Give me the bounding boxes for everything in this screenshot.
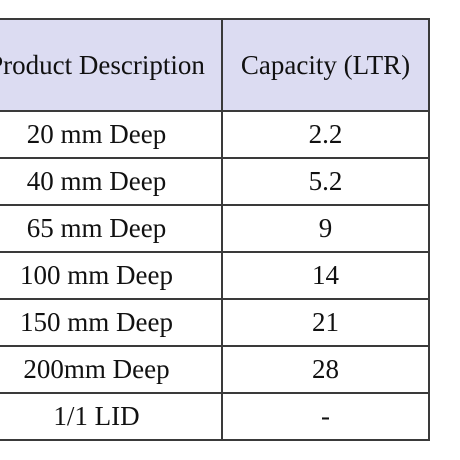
capacity-cell: 9 xyxy=(221,204,430,253)
description-cell: 20 mm Deep xyxy=(0,110,223,159)
header-row: Product Description Capacity (LTR) xyxy=(0,18,430,112)
description-cell: 40 mm Deep xyxy=(0,157,223,206)
capacity-cell: 2.2 xyxy=(221,110,430,159)
description-cell: 100 mm Deep xyxy=(0,251,223,300)
table-row: 200mm Deep 28 xyxy=(0,345,430,394)
capacity-cell: 5.2 xyxy=(221,157,430,206)
table-row: 150 mm Deep 21 xyxy=(0,298,430,347)
table-row: 100 mm Deep 14 xyxy=(0,251,430,300)
capacity-table: Product Description Capacity (LTR) 20 mm… xyxy=(0,18,430,441)
table-row: 20 mm Deep 2.2 xyxy=(0,110,430,159)
table-row: 1/1 LID - xyxy=(0,392,430,441)
description-cell: 150 mm Deep xyxy=(0,298,223,347)
capacity-cell: 14 xyxy=(221,251,430,300)
header-cell: Product Description xyxy=(0,18,223,112)
table-row: 65 mm Deep 9 xyxy=(0,204,430,253)
capacity-cell: - xyxy=(221,392,430,441)
capacity-cell: 28 xyxy=(221,345,430,394)
header-cell: Capacity (LTR) xyxy=(221,18,430,112)
description-cell: 200mm Deep xyxy=(0,345,223,394)
table-row: 40 mm Deep 5.2 xyxy=(0,157,430,206)
description-cell: 65 mm Deep xyxy=(0,204,223,253)
description-cell: 1/1 LID xyxy=(0,392,223,441)
capacity-cell: 21 xyxy=(221,298,430,347)
